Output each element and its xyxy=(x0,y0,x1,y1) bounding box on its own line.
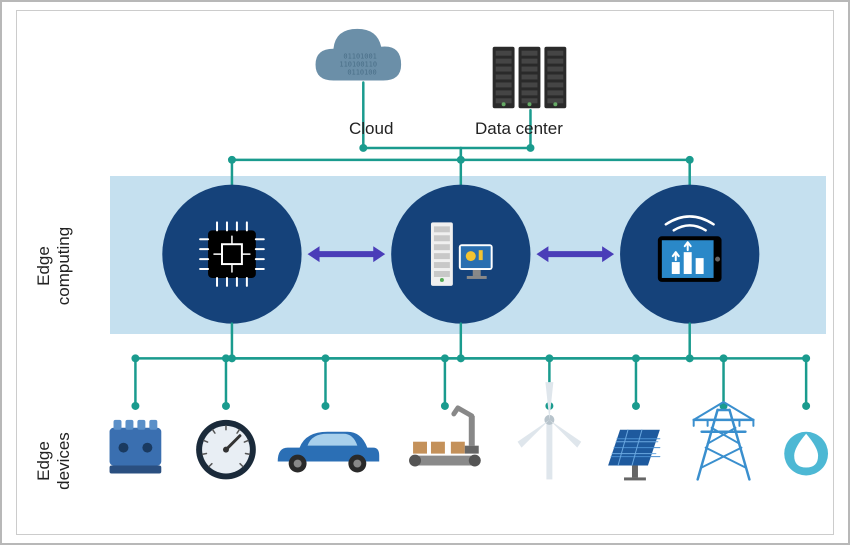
device-solar-icon xyxy=(608,430,660,481)
cloud-label: Cloud xyxy=(349,119,393,139)
device-tower-icon xyxy=(694,402,754,479)
device-water-icon xyxy=(784,432,828,476)
device-wind-icon xyxy=(518,382,582,479)
edge-arrow-0 xyxy=(308,246,386,262)
device-gauge-icon xyxy=(196,420,256,480)
datacenter-label: Data center xyxy=(475,119,563,139)
diagram-inner: 011010011101001100110100 Edge computing … xyxy=(16,10,834,535)
svg-text:110100110: 110100110 xyxy=(339,61,377,69)
devices-layer-label: Edge devices xyxy=(34,416,74,506)
cloud-icon: 011010011101001100110100 xyxy=(316,29,402,81)
svg-text:0110100: 0110100 xyxy=(347,69,376,77)
device-conveyor-icon xyxy=(409,408,481,467)
edge-layer-label: Edge computing xyxy=(34,221,74,311)
edge-arrow-1 xyxy=(536,246,614,262)
bottom-connectors xyxy=(131,324,810,410)
device-engine-icon xyxy=(110,420,162,474)
diagram-svg: 011010011101001100110100 xyxy=(17,11,833,534)
device-car-icon xyxy=(278,432,380,473)
svg-text:01101001: 01101001 xyxy=(343,53,376,61)
diagram-frame: 011010011101001100110100 Edge computing … xyxy=(0,0,850,545)
chip-icon xyxy=(200,222,264,286)
top-connectors xyxy=(228,82,694,184)
datacenter-icon xyxy=(493,47,567,109)
